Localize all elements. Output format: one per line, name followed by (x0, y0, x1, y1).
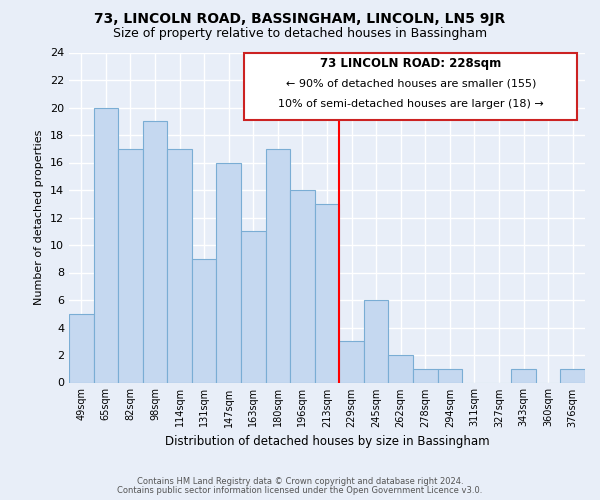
Bar (364, 300, 388, 382)
Bar (266, 149, 290, 382)
Bar (315, 204, 339, 382)
Bar (437, 369, 462, 382)
Text: Size of property relative to detached houses in Bassingham: Size of property relative to detached ho… (113, 28, 487, 40)
Text: ← 90% of detached houses are smaller (155): ← 90% of detached houses are smaller (15… (286, 79, 536, 89)
Bar (560, 369, 585, 382)
Bar (69, 314, 94, 382)
Bar (241, 231, 266, 382)
Bar (118, 149, 143, 382)
Bar (217, 162, 241, 382)
Text: Contains public sector information licensed under the Open Government Licence v3: Contains public sector information licen… (118, 486, 482, 495)
Bar (167, 149, 192, 382)
Text: Contains HM Land Registry data © Crown copyright and database right 2024.: Contains HM Land Registry data © Crown c… (137, 477, 463, 486)
Text: 10% of semi-detached houses are larger (18) →: 10% of semi-detached houses are larger (… (278, 98, 544, 108)
Bar (339, 341, 364, 382)
Bar (143, 121, 167, 382)
Text: 73 LINCOLN ROAD: 228sqm: 73 LINCOLN ROAD: 228sqm (320, 58, 502, 70)
Bar (192, 259, 217, 382)
Bar (94, 108, 118, 382)
Bar (413, 369, 437, 382)
X-axis label: Distribution of detached houses by size in Bassingham: Distribution of detached houses by size … (164, 435, 490, 448)
Bar (511, 369, 536, 382)
Bar (290, 190, 315, 382)
Y-axis label: Number of detached properties: Number of detached properties (34, 130, 44, 305)
Text: 73, LINCOLN ROAD, BASSINGHAM, LINCOLN, LN5 9JR: 73, LINCOLN ROAD, BASSINGHAM, LINCOLN, L… (94, 12, 506, 26)
FancyBboxPatch shape (244, 52, 577, 120)
Bar (388, 355, 413, 382)
